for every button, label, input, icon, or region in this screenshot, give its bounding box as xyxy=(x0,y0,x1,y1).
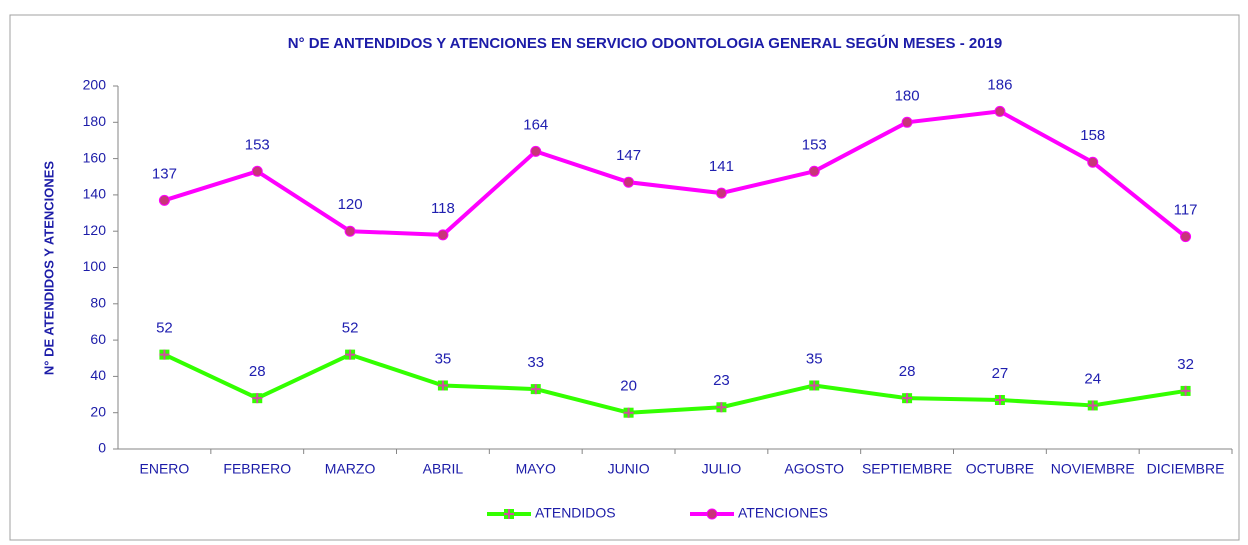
data-label: 164 xyxy=(523,116,548,133)
y-tick-label: 140 xyxy=(83,186,107,202)
data-label: 153 xyxy=(802,136,827,153)
data-label: 153 xyxy=(245,136,270,153)
y-tick-label: 180 xyxy=(83,113,107,129)
data-label: 180 xyxy=(895,87,920,104)
x-tick-label: SEPTIEMBRE xyxy=(862,461,952,477)
point xyxy=(159,349,170,360)
x-tick-label: JULIO xyxy=(702,461,742,477)
marker-plus xyxy=(252,393,263,404)
point xyxy=(994,105,1006,117)
x-tick-label: AGOSTO xyxy=(784,461,844,477)
point xyxy=(716,402,727,413)
data-label: 23 xyxy=(713,372,730,389)
data-label: 28 xyxy=(899,363,916,380)
data-label: 186 xyxy=(987,76,1012,93)
legend-marker xyxy=(504,509,514,519)
chart-title: N° DE ANTENDIDOS Y ATENCIONES EN SERVICI… xyxy=(288,34,1002,52)
point xyxy=(808,165,820,177)
point xyxy=(715,187,727,199)
point xyxy=(623,407,634,418)
x-tick-label: NOVIEMBRE xyxy=(1051,461,1135,477)
chart-frame xyxy=(9,14,1240,541)
point xyxy=(530,145,542,157)
data-label: 32 xyxy=(1177,356,1194,373)
y-tick-label: 20 xyxy=(90,403,106,419)
marker-plus xyxy=(716,402,727,413)
marker-plus xyxy=(345,349,356,360)
data-label: 147 xyxy=(616,147,641,164)
point xyxy=(623,176,635,188)
data-label: 35 xyxy=(806,350,823,367)
point xyxy=(1180,385,1191,396)
data-label: 120 xyxy=(338,196,363,213)
y-tick-label: 160 xyxy=(83,149,107,165)
data-label: 158 xyxy=(1080,127,1105,144)
point xyxy=(437,380,448,391)
data-label: 35 xyxy=(435,350,452,367)
data-label: 28 xyxy=(249,363,266,380)
marker-plus xyxy=(994,394,1005,405)
marker-plus xyxy=(504,509,514,519)
data-label: 27 xyxy=(992,365,1009,382)
data-label: 33 xyxy=(527,354,544,371)
marker-plus xyxy=(159,349,170,360)
point xyxy=(345,349,356,360)
point xyxy=(530,384,541,395)
y-axis-label: N° DE ATENDIDOS Y ATENCIONES xyxy=(41,161,56,376)
point xyxy=(344,225,356,237)
marker-plus xyxy=(530,384,541,395)
point xyxy=(1087,400,1098,411)
point xyxy=(809,380,820,391)
y-tick-label: 80 xyxy=(90,295,106,311)
marker-plus xyxy=(437,380,448,391)
y-tick-label: 200 xyxy=(83,77,107,93)
x-tick-label: FEBRERO xyxy=(223,461,291,477)
y-tick-label: 120 xyxy=(83,222,107,238)
data-label: 137 xyxy=(152,165,177,182)
y-tick-label: 40 xyxy=(90,367,106,383)
legend-label: ATENDIDOS xyxy=(535,505,616,521)
marker-plus xyxy=(623,407,634,418)
point xyxy=(251,165,263,177)
point xyxy=(158,194,170,206)
point xyxy=(902,393,913,404)
legend-marker xyxy=(706,508,718,520)
data-label: 52 xyxy=(342,320,359,337)
data-label: 118 xyxy=(431,200,455,217)
x-tick-label: JUNIO xyxy=(608,461,650,477)
data-label: 117 xyxy=(1174,202,1198,219)
point xyxy=(437,229,449,241)
series-line xyxy=(163,352,1186,415)
marker-plus xyxy=(809,380,820,391)
point xyxy=(994,394,1005,405)
point xyxy=(252,393,263,404)
point xyxy=(1180,231,1192,243)
x-tick-label: ABRIL xyxy=(423,461,464,477)
point xyxy=(901,116,913,128)
x-tick-label: MARZO xyxy=(325,461,376,477)
marker-plus xyxy=(902,393,913,404)
data-label: 24 xyxy=(1084,370,1101,387)
series-line xyxy=(163,109,1187,239)
marker-plus xyxy=(1087,400,1098,411)
y-tick-label: 60 xyxy=(90,331,106,347)
x-tick-label: MAYO xyxy=(516,461,556,477)
y-tick-label: 0 xyxy=(98,440,106,456)
y-tick-label: 100 xyxy=(83,258,107,274)
point xyxy=(1087,156,1099,168)
x-tick-label: DICIEMBRE xyxy=(1147,461,1225,477)
legend-label: ATENCIONES xyxy=(738,505,828,521)
data-label: 52 xyxy=(156,320,173,337)
marker-plus xyxy=(1180,385,1191,396)
data-label: 20 xyxy=(620,378,637,395)
x-tick-label: OCTUBRE xyxy=(966,461,1034,477)
data-label: 141 xyxy=(709,158,734,175)
x-tick-label: ENERO xyxy=(140,461,190,477)
